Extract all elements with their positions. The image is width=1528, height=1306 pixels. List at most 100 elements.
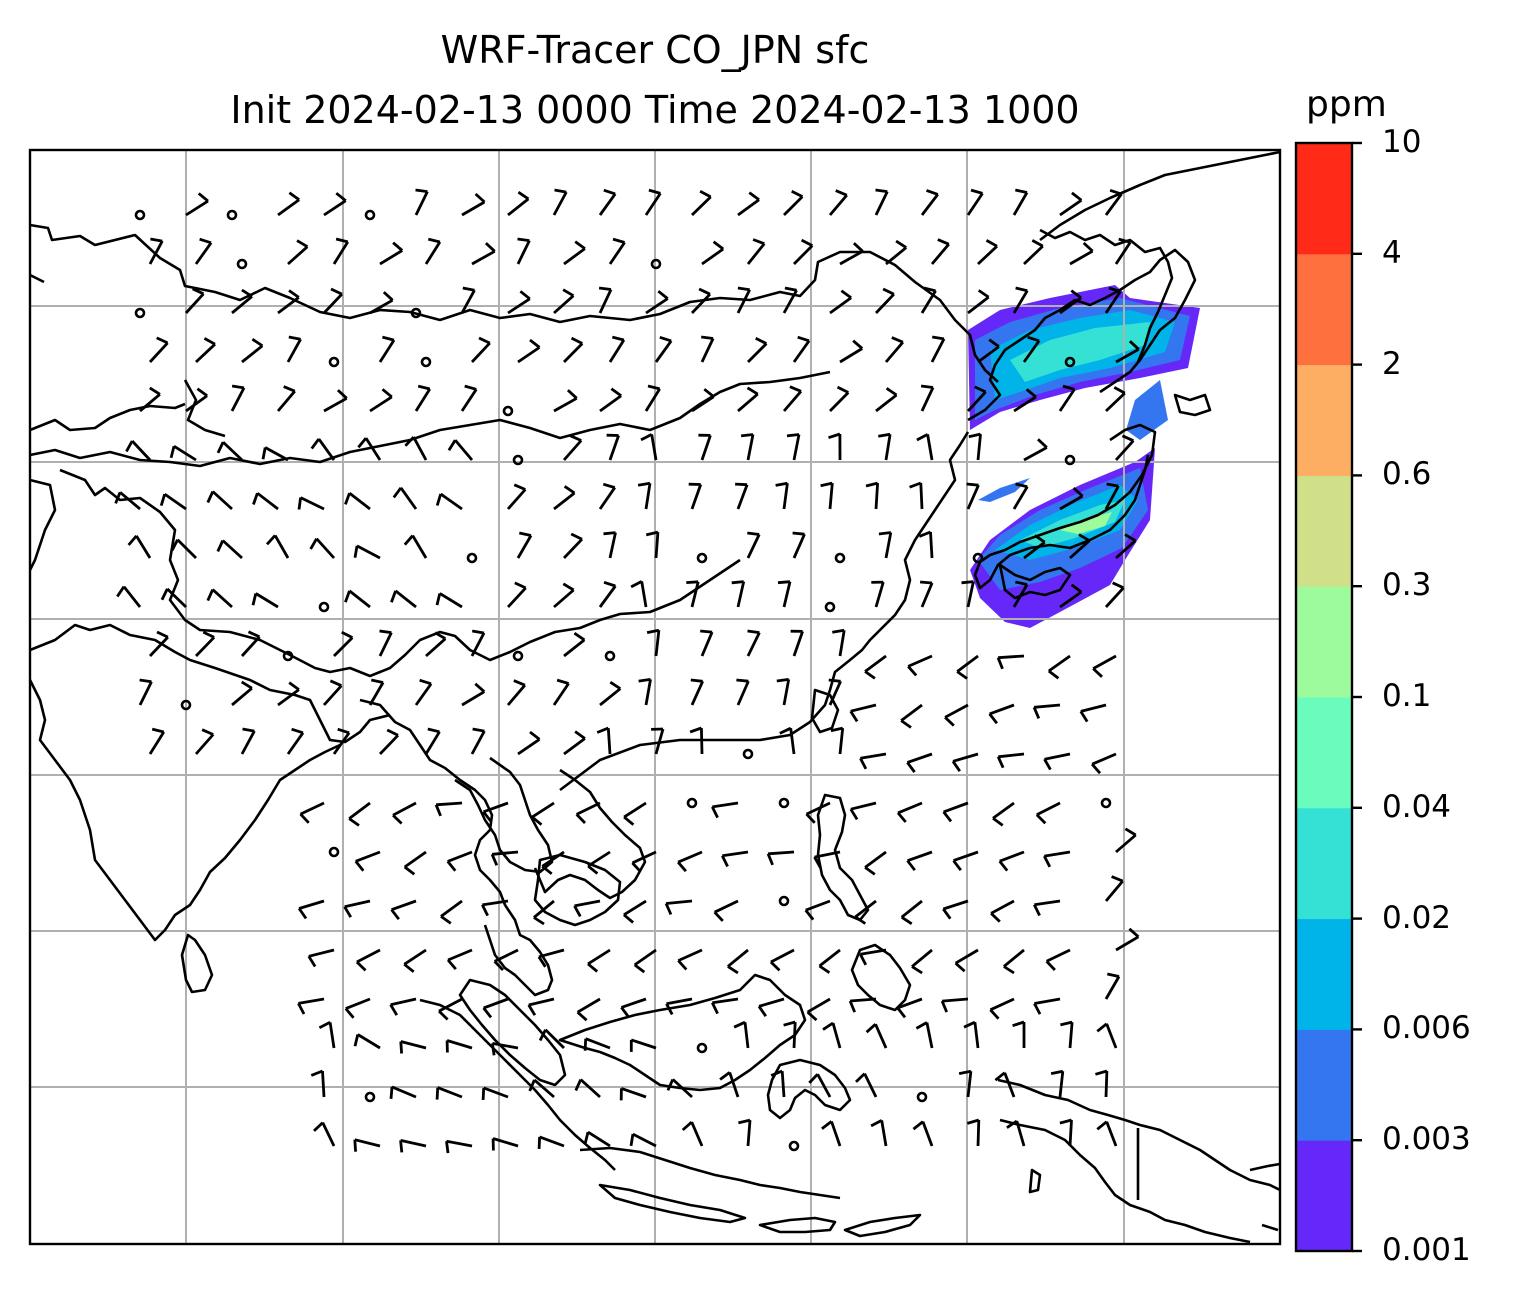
- wind-barb-flag: [736, 678, 749, 683]
- wind-barb-shaft: [701, 247, 725, 266]
- wind-barb-shaft: [414, 190, 429, 216]
- wind-barb-flag: [800, 238, 813, 247]
- wind-barb-flag: [125, 440, 134, 453]
- wind-barb-flag: [1092, 667, 1103, 678]
- wind-barb-flag: [261, 447, 267, 460]
- wind-barb-flag: [919, 580, 933, 585]
- colorbar-tick-label: 0.6: [1382, 456, 1432, 493]
- wind-barb-shaft: [222, 441, 243, 462]
- wind-barb-shaft: [131, 440, 152, 461]
- wind-barbs: [114, 188, 1140, 1154]
- wind-barb-shaft: [645, 297, 669, 315]
- wind-barb-shaft: [712, 997, 739, 1005]
- wind-barb-flag: [648, 188, 661, 195]
- wind-barb-shaft: [818, 948, 841, 968]
- wind-barb-flag: [665, 1003, 674, 1016]
- wind-barb-flag: [379, 629, 392, 634]
- wind-barb-shaft: [461, 200, 486, 217]
- wind-barb-flag: [1027, 335, 1040, 343]
- wind-barb-flag: [727, 965, 739, 975]
- wind-barb-shaft: [1023, 245, 1044, 266]
- wind-barb-shaft: [390, 997, 417, 1007]
- calm-wind-circle: [1064, 356, 1076, 368]
- wind-barb-flag: [493, 960, 505, 971]
- wind-barb-flag: [1113, 386, 1126, 395]
- wind-barb-flag: [748, 191, 760, 201]
- wind-barb-flag: [335, 192, 347, 202]
- wind-barb-flag: [830, 726, 844, 733]
- wind-barb-shaft: [839, 347, 863, 364]
- wind-barb-shaft: [553, 588, 575, 609]
- wind-barb-flag: [309, 538, 318, 550]
- wind-barb-flag: [1034, 534, 1046, 544]
- wind-barb-flag: [1060, 1020, 1073, 1027]
- wind-barb-shaft: [1059, 199, 1083, 217]
- wind-barb-flag: [435, 1087, 440, 1100]
- wind-barb-shaft: [1115, 935, 1140, 952]
- wind-barb-flag: [646, 628, 660, 634]
- wind-barb-flag: [731, 580, 744, 585]
- wind-barb-flag: [849, 710, 859, 723]
- wind-barb-shaft: [860, 948, 887, 956]
- wind-barb-shaft: [328, 1022, 336, 1049]
- wind-barb-flag: [633, 963, 646, 974]
- wind-barb-shaft: [631, 850, 657, 865]
- wind-barb-flag: [864, 670, 876, 680]
- wind-barb-flag: [353, 1034, 360, 1047]
- wind-barb-flag: [464, 384, 477, 391]
- wind-barb-shaft: [816, 1073, 832, 1098]
- wind-barb-shaft: [758, 997, 785, 1008]
- wind-barb-shaft: [929, 531, 934, 559]
- wind-barb-flag: [170, 539, 179, 552]
- wind-barb-flag: [139, 678, 152, 684]
- wind-barb-flag: [1043, 855, 1052, 868]
- wind-barb-flag: [1032, 706, 1041, 719]
- wind-barb-flag: [603, 531, 616, 536]
- wind-barb-shaft: [454, 439, 474, 461]
- wind-barb-shaft: [364, 437, 382, 461]
- wind-barb-shaft: [194, 636, 216, 657]
- wind-barb-shaft: [552, 682, 570, 706]
- wind-barb-flag: [828, 678, 841, 683]
- wind-barb-flag: [537, 956, 547, 968]
- wind-barb-flag: [940, 1000, 948, 1013]
- wind-barb-flag: [392, 241, 404, 252]
- wind-barb-flag: [519, 531, 532, 537]
- calm-wind-circle: [1100, 797, 1112, 809]
- wind-barb-shaft: [323, 199, 347, 217]
- wind-barb-flag: [482, 810, 493, 823]
- wind-barb-shaft: [792, 1021, 797, 1049]
- wind-barb-flag: [541, 865, 553, 875]
- wind-barb-flag: [169, 445, 176, 459]
- colorbar-unit: ppm: [1306, 84, 1387, 125]
- wind-barb-shaft: [506, 586, 527, 608]
- wind-barb-shaft: [1104, 193, 1123, 216]
- wind-barb-shaft: [378, 734, 400, 755]
- wind-barb-shaft: [447, 948, 473, 962]
- wind-barb-flag: [427, 237, 441, 244]
- wind-barb-flag: [966, 482, 979, 487]
- wind-barb-shaft: [874, 293, 895, 314]
- wind-barb-flag: [1121, 434, 1134, 442]
- wind-barb-shaft: [348, 589, 371, 609]
- wind-barb-shaft: [746, 631, 761, 657]
- wind-barb-shaft: [414, 388, 431, 412]
- wind-barb-shaft: [230, 387, 246, 412]
- wind-barb-flag: [783, 1020, 796, 1027]
- wind-barb-shaft: [1058, 1071, 1065, 1098]
- wind-barb-flag: [491, 1043, 496, 1056]
- wind-barb-shaft: [942, 899, 969, 911]
- wind-barb-shaft: [650, 434, 658, 461]
- wind-barb-flag: [583, 1131, 590, 1145]
- wind-barb-shaft: [399, 486, 418, 510]
- wind-barb-flag: [288, 191, 300, 201]
- wind-barb-flag: [151, 727, 165, 734]
- wind-barb-shaft: [1105, 1121, 1118, 1147]
- wind-barb-flag: [399, 1140, 404, 1153]
- wind-barb-flag: [471, 629, 485, 635]
- wind-barb-flag: [337, 727, 350, 735]
- wind-barb-shaft: [644, 679, 652, 706]
- wind-barb-shaft: [598, 193, 617, 216]
- wind-barb-flag: [737, 286, 750, 292]
- wind-barb-flag: [1091, 763, 1102, 775]
